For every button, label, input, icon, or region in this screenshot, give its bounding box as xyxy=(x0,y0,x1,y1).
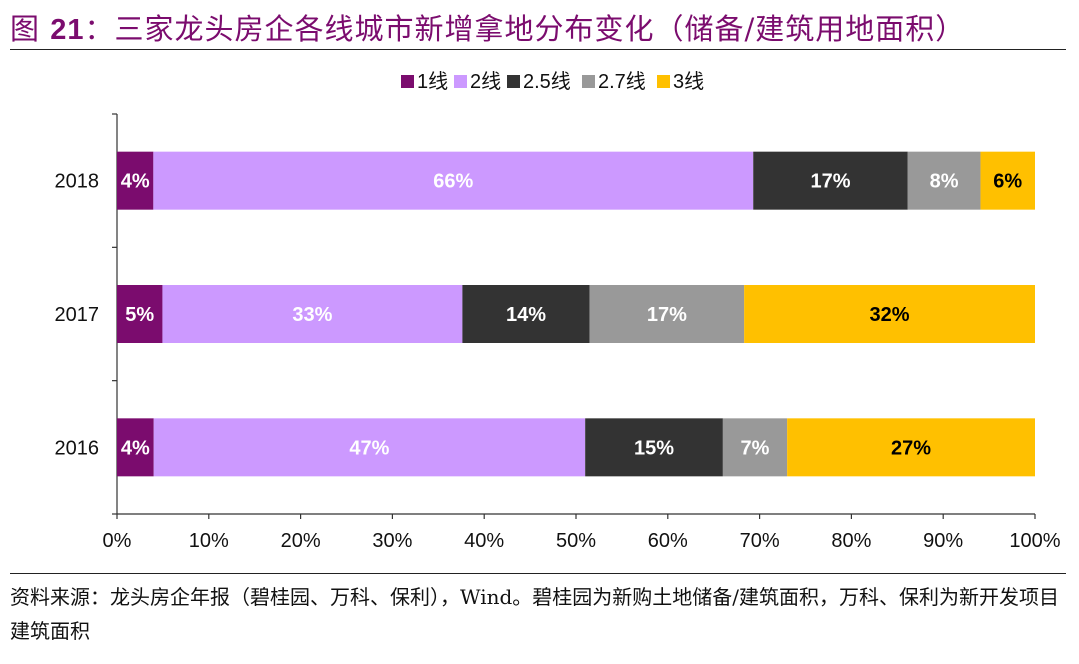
figure-number: 21 xyxy=(50,14,85,46)
legend-label: 3线 xyxy=(673,70,704,93)
figure-title-text: ：三家龙头房企各线城市新增拿地分布变化（储备/建筑用地面积） xyxy=(84,12,966,46)
legend-swatch xyxy=(582,75,595,88)
data-label: 66% xyxy=(433,171,473,193)
category-label: 2016 xyxy=(55,437,100,459)
legend-swatch xyxy=(401,75,414,88)
x-tick-label: 0% xyxy=(103,530,132,552)
category-label: 2017 xyxy=(55,304,100,326)
data-label: 33% xyxy=(292,304,332,326)
x-tick-label: 80% xyxy=(831,530,871,552)
source-note: 资料来源：龙头房企年报（碧桂园、万科、保利），Wind。碧桂园为新购土地储备/建… xyxy=(10,585,1060,643)
legend-label: 1线 xyxy=(417,70,448,93)
data-label: 4% xyxy=(121,171,150,193)
bar-segment xyxy=(462,285,590,343)
bar-segment xyxy=(117,151,154,210)
stacked-bar-chart: 1线 2线 2.5线 2.7线 3线 0% 10% 20% 30% 40% 50% 60% 70% 80%… xyxy=(55,70,1061,552)
category-label: 2018 xyxy=(55,171,100,193)
data-label: 4% xyxy=(121,437,150,459)
data-label: 5% xyxy=(125,304,154,326)
bar-segment xyxy=(117,285,163,343)
x-tick-label: 50% xyxy=(556,530,596,552)
bar-segment xyxy=(744,285,1035,343)
bar-segment xyxy=(589,285,745,343)
data-label: 47% xyxy=(349,437,389,459)
data-label: 15% xyxy=(634,437,674,459)
data-label: 14% xyxy=(506,304,546,326)
legend-swatch xyxy=(454,75,467,88)
bar-segment xyxy=(153,418,586,477)
bar-segment xyxy=(722,418,788,477)
data-label: 17% xyxy=(647,304,687,326)
data-label: 27% xyxy=(891,437,931,459)
bar-segment xyxy=(162,285,463,343)
data-label: 6% xyxy=(993,171,1022,193)
bar-segment xyxy=(753,151,908,210)
data-label: 17% xyxy=(810,171,850,193)
title-divider xyxy=(10,49,1066,50)
legend-label: 2.5线 xyxy=(523,70,571,93)
data-label: 7% xyxy=(741,437,770,459)
x-tick-label: 70% xyxy=(740,530,780,552)
legend-swatch xyxy=(657,75,670,88)
x-tick-label: 20% xyxy=(281,530,321,552)
legend-label: 2线 xyxy=(470,70,501,93)
bar-segment xyxy=(585,418,723,477)
bar-segment xyxy=(980,151,1035,210)
figure-prefix: 图 xyxy=(10,12,41,46)
bar-segment xyxy=(153,151,754,210)
x-tick-label: 10% xyxy=(189,530,229,552)
legend-swatch xyxy=(507,75,520,88)
bar-segment xyxy=(787,418,1035,477)
bar-segment xyxy=(907,151,981,210)
x-tick-label: 100% xyxy=(1009,530,1060,552)
x-tick-label: 90% xyxy=(923,530,963,552)
legend-label: 2.7线 xyxy=(598,70,646,93)
figure-title: 图 21：三家龙头房企各线城市新增拿地分布变化（储备/建筑用地面积） xyxy=(10,6,965,48)
source-divider xyxy=(10,573,1066,574)
data-label: 8% xyxy=(930,171,959,193)
x-tick-label: 40% xyxy=(464,530,504,552)
bar-segment xyxy=(117,418,154,477)
x-tick-label: 30% xyxy=(372,530,412,552)
data-label: 32% xyxy=(870,304,910,326)
x-tick-label: 60% xyxy=(648,530,688,552)
